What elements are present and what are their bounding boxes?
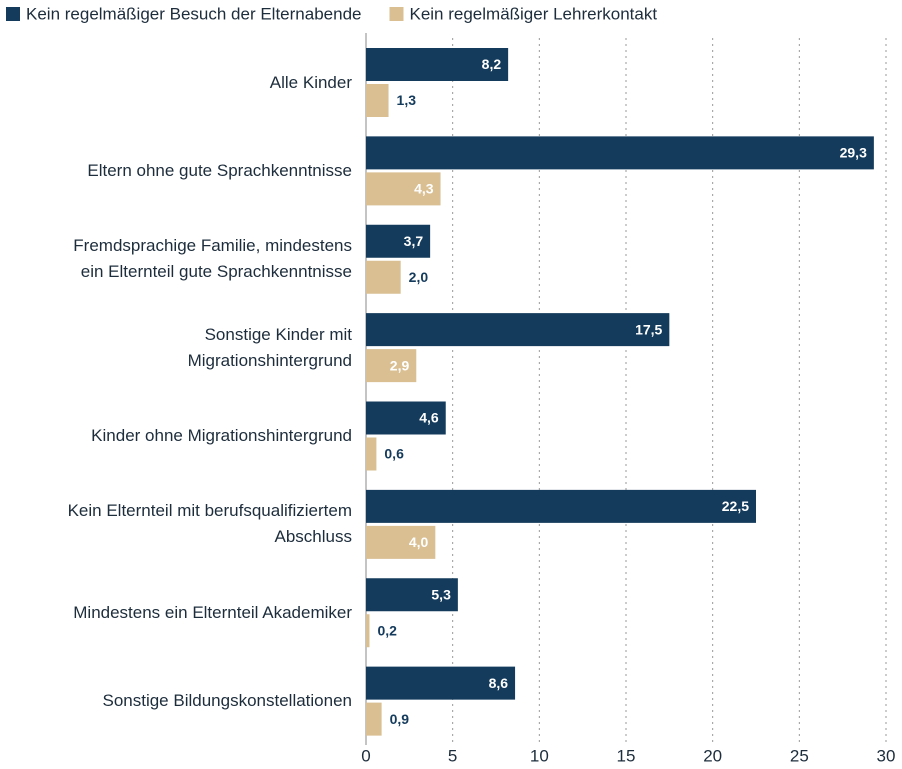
bar bbox=[366, 84, 389, 117]
bar bbox=[366, 313, 670, 347]
bar bbox=[366, 349, 417, 383]
value-label: 2,9 bbox=[390, 357, 410, 373]
x-tick-label: 10 bbox=[530, 746, 549, 765]
value-label: 4,6 bbox=[419, 410, 439, 426]
category-label: Eltern ohne gute Sprachkenntnisse bbox=[87, 160, 352, 180]
bar bbox=[366, 260, 401, 294]
legend-label: Kein regelmäßiger Besuch der Elternabend… bbox=[26, 4, 361, 23]
value-label: 1,3 bbox=[397, 92, 417, 108]
value-label: 8,2 bbox=[482, 56, 502, 72]
x-tick-label: 0 bbox=[361, 746, 370, 765]
category-label: Fremdsprachige Familie, mindestens ein E… bbox=[73, 236, 352, 282]
bar bbox=[366, 136, 874, 170]
value-label: 3,7 bbox=[404, 233, 424, 249]
category-label: Kinder ohne Migrationshintergrund bbox=[91, 426, 352, 445]
category-label: Kein Elternteil mit berufsqualifiziertem… bbox=[67, 501, 352, 547]
bar bbox=[366, 401, 446, 435]
x-tick-label: 30 bbox=[877, 746, 896, 765]
value-label: 5,3 bbox=[431, 586, 451, 602]
legend-swatch bbox=[6, 7, 20, 21]
x-tick-label: 5 bbox=[448, 746, 457, 765]
category-label: Alle Kinder bbox=[269, 72, 352, 92]
bar bbox=[366, 224, 431, 258]
value-label: 8,6 bbox=[489, 675, 509, 691]
bar bbox=[366, 437, 377, 471]
x-tick-label: 25 bbox=[790, 746, 809, 765]
x-tick-label: 15 bbox=[617, 746, 636, 765]
value-label: 0,2 bbox=[377, 622, 397, 638]
bar bbox=[366, 525, 436, 559]
category-label: Mindestens ein Elternteil Akademiker bbox=[73, 602, 352, 622]
bar bbox=[366, 48, 509, 81]
value-label: 0,9 bbox=[390, 711, 410, 727]
value-label: 17,5 bbox=[635, 321, 662, 337]
category-label: Sonstige Kinder mit Migrationshintergrun… bbox=[187, 324, 352, 370]
bar bbox=[366, 614, 370, 648]
value-label: 2,0 bbox=[409, 269, 429, 285]
value-label: 4,3 bbox=[414, 181, 434, 197]
value-label: 0,6 bbox=[384, 446, 404, 462]
x-tick-label: 20 bbox=[703, 746, 722, 765]
bar bbox=[366, 172, 441, 206]
legend-swatch bbox=[389, 7, 404, 21]
value-label: 29,3 bbox=[840, 145, 867, 161]
bar bbox=[366, 702, 382, 736]
legend-label: Kein regelmäßiger Lehrerkontakt bbox=[409, 4, 657, 23]
bar bbox=[366, 489, 756, 523]
category-label: Sonstige Bildungskonstellationen bbox=[102, 691, 352, 711]
value-label: 22,5 bbox=[722, 498, 749, 514]
value-label: 4,0 bbox=[409, 534, 429, 550]
bar bbox=[366, 666, 516, 700]
bar bbox=[366, 578, 458, 612]
